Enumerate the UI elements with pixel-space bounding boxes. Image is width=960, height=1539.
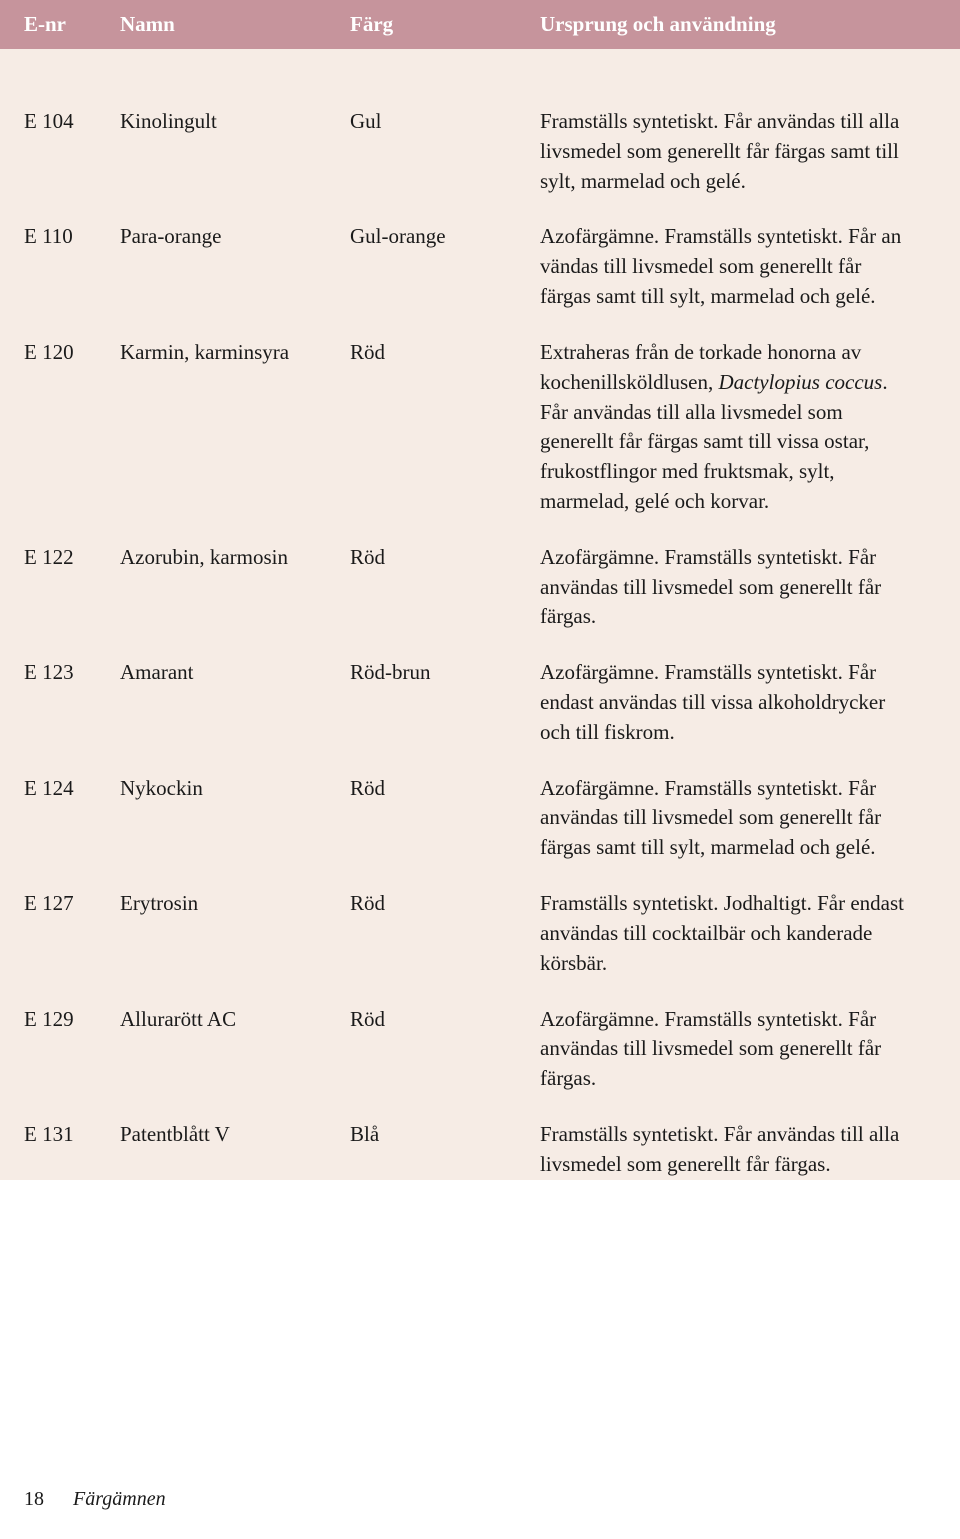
cell-namn: Azorubin, karmosin	[120, 543, 350, 632]
cell-farg: Gul-orange	[350, 222, 540, 311]
cell-enr: E 127	[0, 889, 120, 978]
header-enr: E-nr	[0, 12, 120, 37]
cell-enr: E 123	[0, 658, 120, 747]
cell-desc: Azofärgämne. Framställs syntetiskt. Får …	[540, 222, 960, 311]
table-row: E 120 Karmin, karminsyra Röd Extraheras …	[0, 338, 960, 517]
desc-italic: Dactylopius coccus	[718, 370, 882, 394]
table-row: E 124 Nykockin Röd Azofärgämne. Framstäl…	[0, 774, 960, 863]
cell-enr: E 110	[0, 222, 120, 311]
table-row: E 127 Erytrosin Röd Framställs syntetisk…	[0, 889, 960, 978]
cell-enr: E 124	[0, 774, 120, 863]
cell-namn: Erytrosin	[120, 889, 350, 978]
cell-namn: Amarant	[120, 658, 350, 747]
table-body: E 104 Kinolingult Gul Framställs synteti…	[0, 49, 960, 1180]
cell-namn: Para-orange	[120, 222, 350, 311]
cell-namn: Nykockin	[120, 774, 350, 863]
cell-desc: Extraheras från de torkade honorna av ko…	[540, 338, 960, 517]
header-farg: Färg	[350, 12, 540, 37]
section-title: Färgämnen	[73, 1488, 166, 1510]
cell-farg: Röd	[350, 543, 540, 632]
header-namn: Namn	[120, 12, 350, 37]
table-row: E 104 Kinolingult Gul Framställs synteti…	[0, 107, 960, 196]
cell-farg: Röd-brun	[350, 658, 540, 747]
table-header: E-nr Namn Färg Ursprung och användning	[0, 0, 960, 49]
cell-farg: Blå	[350, 1120, 540, 1180]
cell-enr: E 131	[0, 1120, 120, 1180]
cell-farg: Röd	[350, 338, 540, 517]
cell-desc: Azofärgämne. Framställs syntetiskt. Får …	[540, 543, 960, 632]
table-row: E 129 Allurarött AC Röd Azofärgämne. Fra…	[0, 1005, 960, 1094]
page-footer: 18 Färgämnen	[24, 1488, 166, 1511]
cell-farg: Röd	[350, 889, 540, 978]
cell-farg: Gul	[350, 107, 540, 196]
cell-namn: Kinolingult	[120, 107, 350, 196]
header-desc: Ursprung och användning	[540, 12, 960, 37]
cell-namn: Karmin, karminsyra	[120, 338, 350, 517]
cell-enr: E 120	[0, 338, 120, 517]
cell-desc: Framställs syntetiskt. Får användas till…	[540, 1120, 960, 1180]
cell-farg: Röd	[350, 1005, 540, 1094]
cell-enr: E 129	[0, 1005, 120, 1094]
cell-farg: Röd	[350, 774, 540, 863]
cell-desc: Azofärgämne. Framställs syntetiskt. Får …	[540, 658, 960, 747]
page-number: 18	[24, 1488, 44, 1511]
cell-enr: E 104	[0, 107, 120, 196]
table-row: E 110 Para-orange Gul-orange Azofärgämne…	[0, 222, 960, 311]
table-row: E 131 Patentblått V Blå Framställs synte…	[0, 1120, 960, 1180]
cell-desc: Framställs syntetiskt. Jodhaltigt. Får e…	[540, 889, 960, 978]
cell-desc: Azofärgämne. Framställs syntetiskt. Får …	[540, 774, 960, 863]
cell-desc: Framställs syntetiskt. Får användas till…	[540, 107, 960, 196]
cell-desc: Azofärgämne. Framställs syntetiskt. Får …	[540, 1005, 960, 1094]
table-row: E 123 Amarant Röd-brun Azofärgämne. Fram…	[0, 658, 960, 747]
cell-namn: Patentblått V	[120, 1120, 350, 1180]
cell-namn: Allurarött AC	[120, 1005, 350, 1094]
cell-enr: E 122	[0, 543, 120, 632]
table-row: E 122 Azorubin, karmosin Röd Azofärgämne…	[0, 543, 960, 632]
